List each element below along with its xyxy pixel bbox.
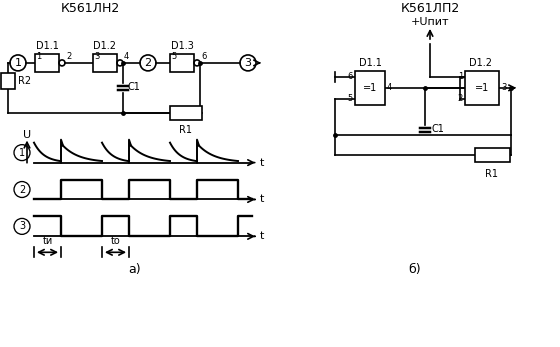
Text: 5: 5 [171,52,176,61]
Bar [465,71,499,105]
Text: D1.1: D1.1 [36,41,58,51]
Text: R2: R2 [18,76,31,86]
Text: =1: =1 [363,83,377,93]
Bar [170,54,194,72]
Text: C1: C1 [431,124,444,134]
Text: 1: 1 [19,147,25,158]
Text: 1: 1 [15,58,21,68]
Text: 1: 1 [36,52,41,61]
Text: 3: 3 [19,221,25,231]
Bar [170,106,202,120]
Text: 6: 6 [348,73,353,81]
Text: а): а) [129,263,141,276]
Text: б): б) [409,263,421,276]
Text: К561ЛН2: К561ЛН2 [60,2,120,15]
Text: tо: tо [111,236,120,246]
Text: 4: 4 [124,52,129,61]
Text: 1: 1 [458,73,463,81]
Text: 3: 3 [94,52,99,61]
Text: t: t [260,231,264,242]
Text: 2: 2 [66,52,71,61]
Text: 2: 2 [144,58,152,68]
Text: D1.1: D1.1 [358,58,381,68]
Text: tи: tи [43,236,53,246]
Bar [355,71,385,105]
Text: 3: 3 [245,58,251,68]
Text: U: U [23,130,31,140]
Text: 5: 5 [348,94,353,103]
Text: =1: =1 [475,83,489,93]
Text: 6: 6 [201,52,207,61]
Bar [35,54,59,72]
Text: t: t [260,158,264,168]
Bar [1,73,15,89]
Text: 2: 2 [19,185,25,195]
Text: R1: R1 [180,125,193,135]
Text: D1.2: D1.2 [469,58,492,68]
Text: D1.2: D1.2 [94,41,116,51]
Text: +Uпит: +Uпит [410,17,449,27]
Text: 3: 3 [501,83,506,92]
Bar [475,147,510,162]
Text: C1: C1 [128,82,141,92]
Text: К561ЛП2: К561ЛП2 [400,2,460,15]
Text: 4: 4 [387,83,392,92]
Text: R1: R1 [486,169,498,179]
Text: t: t [260,194,264,204]
Bar [93,54,117,72]
Text: D1.3: D1.3 [171,41,193,51]
Text: 2: 2 [458,94,463,103]
